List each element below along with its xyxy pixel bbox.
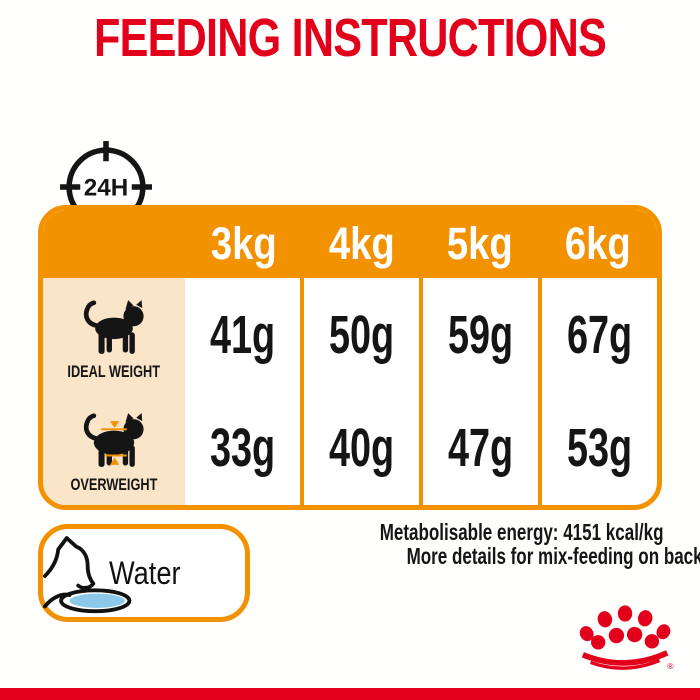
feeding-table: 3kg 4kg 5kg 6kg [38,205,662,510]
row-label-text: IDEAL WEIGHT [67,361,161,381]
amount-cell: 53g [566,418,633,479]
cat-drinking-water-icon [43,536,132,614]
ideal-weight-cat-icon [83,299,144,354]
row-label-column: IDEAL WEIGHT [43,278,185,505]
amount-column-3kg: 41g 33g [185,278,300,505]
column-header-3kg: 3kg [211,218,277,269]
feeding-table-header: 3kg 4kg 5kg 6kg [43,210,657,278]
registered-trademark-symbol: ® [667,661,674,671]
clock-24h-label: 24H [84,175,128,202]
mix-feeding-note: More details for mix-feeding on back of … [406,543,700,569]
amount-cell: 41g [209,304,276,365]
amount-column-5kg: 59g 47g [419,278,538,505]
column-header-6kg: 6kg [565,218,631,269]
amount-column-6kg: 67g 53g [538,278,657,505]
row-label-text: OVERWEIGHT [70,475,158,494]
bottom-red-bar [0,688,700,700]
page-title: FEEDING INSTRUCTIONS [0,10,700,66]
notes: Metabolisable energy: 4151 kcal/kg More … [280,519,700,569]
royal-canin-crown-logo: ® [579,605,674,671]
row-label-ideal-weight: IDEAL WEIGHT [43,278,185,392]
amount-cell: 47g [447,418,514,479]
row-label-overweight: OVERWEIGHT [43,392,185,506]
overweight-cat-icon [83,413,144,467]
column-header-4kg: 4kg [329,218,395,269]
column-header-5kg: 5kg [447,218,513,269]
metabolisable-energy-note: Metabolisable energy: 4151 kcal/kg [379,519,664,545]
amount-cell: 67g [566,304,633,365]
feeding-table-body: IDEAL WEIGHT [43,278,657,505]
amount-cell: 40g [328,418,395,479]
page-title-text: FEEDING INSTRUCTIONS [93,8,607,68]
amount-cell: 59g [447,304,514,365]
overweight-markers [101,421,127,465]
amount-column-4kg: 50g 40g [300,278,419,505]
amount-cell: 33g [209,418,276,479]
amount-cell: 50g [328,304,395,365]
water-label: Water [109,554,181,591]
water-box: Water [38,524,250,622]
